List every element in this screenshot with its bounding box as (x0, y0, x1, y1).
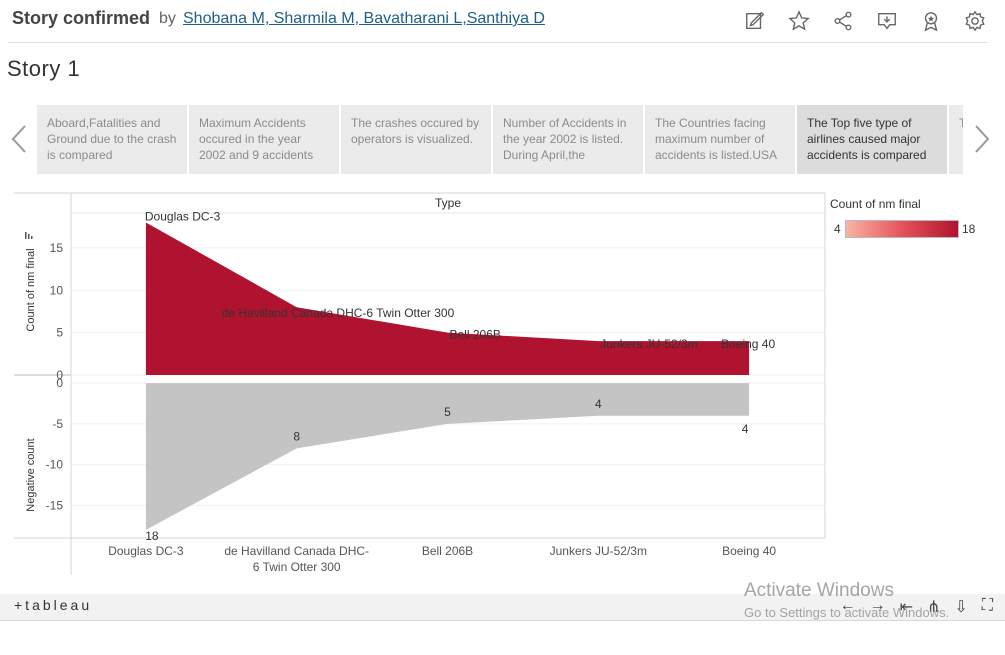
top-data-label: Boeing 40 (721, 337, 775, 351)
bottom-data-label: 4 (595, 397, 602, 411)
top-y-tick-label: 10 (50, 283, 64, 297)
bottom-data-label: 8 (293, 429, 300, 443)
top-y-tick-label: 15 (50, 241, 64, 255)
edit-icon[interactable] (743, 9, 767, 33)
story-point-7[interactable]: T f t (949, 105, 963, 174)
tableau-logo[interactable]: +tableau (14, 597, 93, 613)
authors-link[interactable]: Shobana M, Sharmila M, Bavatharani L,San… (183, 10, 545, 27)
bottom-y-tick-label: -15 (46, 498, 64, 512)
share-icon[interactable] (831, 9, 855, 33)
next-arrow-icon[interactable] (972, 124, 992, 154)
story-point-6-active[interactable]: The Top five type of airlines caused maj… (797, 105, 947, 174)
legend-title: Count of nm final (830, 197, 921, 211)
x-tick-label: Boeing 40 (722, 544, 776, 558)
top-data-label: Bell 206B (450, 328, 501, 342)
footer-tools: ← → ⇤ ⋔ ⇩ ⛶ (840, 597, 993, 617)
story-points-bar: Aboard,Fatalities and Ground due to the … (37, 105, 963, 174)
story-point-1[interactable]: Aboard,Fatalities and Ground due to the … (37, 105, 187, 174)
story-point-2[interactable]: Maximum Accidents occured in the year 20… (189, 105, 339, 174)
badge-icon[interactable] (919, 9, 943, 33)
axis-sort-icon (31, 236, 33, 239)
top-data-label: Douglas DC-3 (145, 209, 221, 223)
story-point-5[interactable]: The Countries facing maximum number of a… (645, 105, 795, 174)
x-tick-label: Junkers JU-52/3m (550, 544, 647, 558)
x-tick-label: Douglas DC-3 (108, 544, 184, 558)
x-tick-label: 6 Twin Otter 300 (253, 560, 341, 574)
story-point-4[interactable]: Number of Accidents in the year 2002 is … (493, 105, 643, 174)
redo-icon[interactable]: → (869, 597, 886, 614)
activate-windows-subtitle: Go to Settings to activate Windows. (744, 605, 950, 620)
share-footer-icon[interactable]: ⋔ (926, 599, 941, 616)
bottom-data-label: 18 (145, 529, 159, 543)
undo-icon[interactable]: ← (839, 597, 856, 614)
header-divider (8, 42, 988, 43)
story-point-3[interactable]: The crashes occured by operators is visu… (341, 105, 491, 174)
bottom-y-tick-label: -5 (52, 417, 63, 431)
story-name: Story 1 (7, 56, 81, 81)
top-data-label: Junkers JU-52/3m (600, 337, 697, 351)
top-y-tick-label: 5 (56, 326, 63, 340)
bottom-y-tick-label: -10 (46, 458, 64, 472)
activate-windows-title: Activate Windows (744, 580, 894, 601)
x-tick-label: Bell 206B (422, 544, 473, 558)
x-tick-label: de Havilland Canada DHC- (224, 544, 369, 558)
gear-icon[interactable] (963, 9, 987, 33)
top-y-tick-label: 0 (56, 368, 63, 382)
bottom-area-series (145, 383, 750, 530)
prev-arrow-icon[interactable] (9, 124, 29, 154)
top-y-axis-title: Count of nm final (25, 248, 37, 331)
legend-color-ramp (845, 220, 959, 238)
toolbar (743, 9, 987, 33)
column-header-type: Type (435, 196, 461, 210)
area-chart: Type 0 5 10 15 Douglas DC-3 de Havilland Canad… (14, 192, 826, 575)
top-data-label: de Havilland Canada DHC-6 Twin Otter 300 (222, 306, 455, 320)
bottom-data-label: 4 (742, 422, 749, 436)
fullscreen-icon[interactable]: ⛶ (981, 597, 993, 614)
download-icon[interactable] (875, 9, 899, 33)
bottom-y-axis-title: Negative count (25, 438, 37, 511)
legend-max: 18 (962, 222, 976, 236)
star-icon[interactable] (787, 9, 811, 33)
revert-icon[interactable]: ⇤ (899, 599, 913, 616)
by-label: by (159, 10, 176, 27)
download-footer-icon[interactable]: ⇩ (954, 599, 968, 616)
top-bar: Story confirmed by Shobana M, Sharmila M… (0, 0, 1005, 42)
axis-sort-icon (25, 232, 27, 239)
legend-min: 4 (834, 222, 841, 236)
bottom-y-tick-label: 0 (56, 376, 63, 390)
bottom-data-label: 5 (444, 405, 451, 419)
footer-bar: +tableau ← → ⇤ ⋔ ⇩ ⛶ (0, 594, 1005, 621)
top-area-series (145, 222, 750, 375)
page-title: Story confirmed (12, 8, 151, 28)
axis-sort-icon (28, 234, 30, 239)
